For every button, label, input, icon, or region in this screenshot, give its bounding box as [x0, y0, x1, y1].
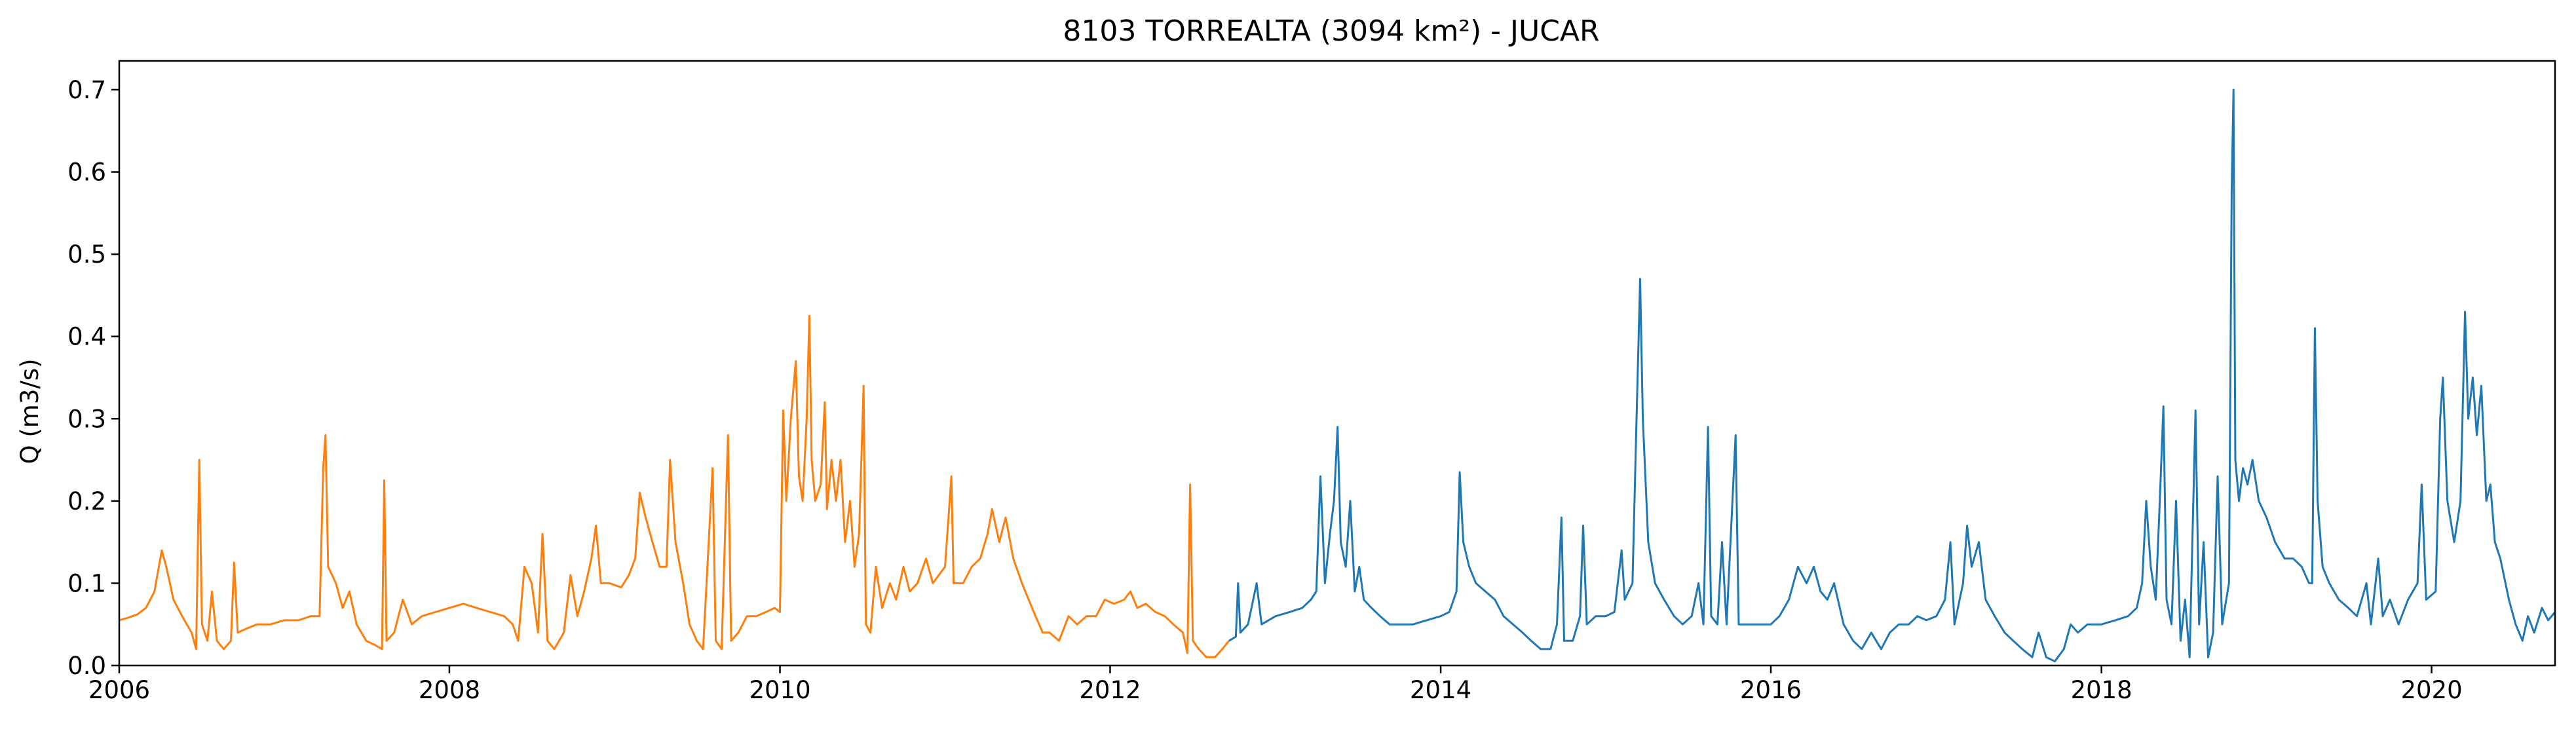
y-tick-label: 0.3	[67, 405, 106, 433]
plot-frame	[118, 60, 2556, 667]
series-line-2	[1228, 88, 2556, 663]
y-tick-label: 0.1	[67, 569, 106, 597]
y-axis-label: Q (m3/s)	[16, 358, 44, 464]
y-tick-label: 0.0	[67, 652, 106, 680]
y-tick-label: 0.5	[67, 240, 106, 269]
series-line-1	[119, 314, 1230, 658]
x-tick-label: 2014	[1410, 676, 1471, 704]
x-tick-label: 2010	[749, 676, 810, 704]
y-tick-label: 0.4	[67, 323, 106, 351]
x-tick-label: 2012	[1079, 676, 1141, 704]
y-tick-label: 0.6	[67, 159, 106, 187]
ticks-layer: 2006 2008 2010 2012 2014 2016 2018 2020 0.0 0.1 0.…	[67, 76, 2462, 704]
x-tick-label: 2018	[2071, 676, 2132, 704]
chart-title: 8103 TORREALTA (3094 km²) - JUCAR	[1063, 14, 1599, 48]
series-layer	[119, 88, 2556, 663]
y-tick-label: 0.2	[67, 487, 106, 515]
x-tick-label: 2016	[1740, 676, 1802, 704]
y-tick-label: 0.7	[67, 76, 106, 104]
x-tick-label: 2008	[419, 676, 480, 704]
x-tick-label: 2020	[2400, 676, 2462, 704]
x-tick-label: 2006	[88, 676, 150, 704]
